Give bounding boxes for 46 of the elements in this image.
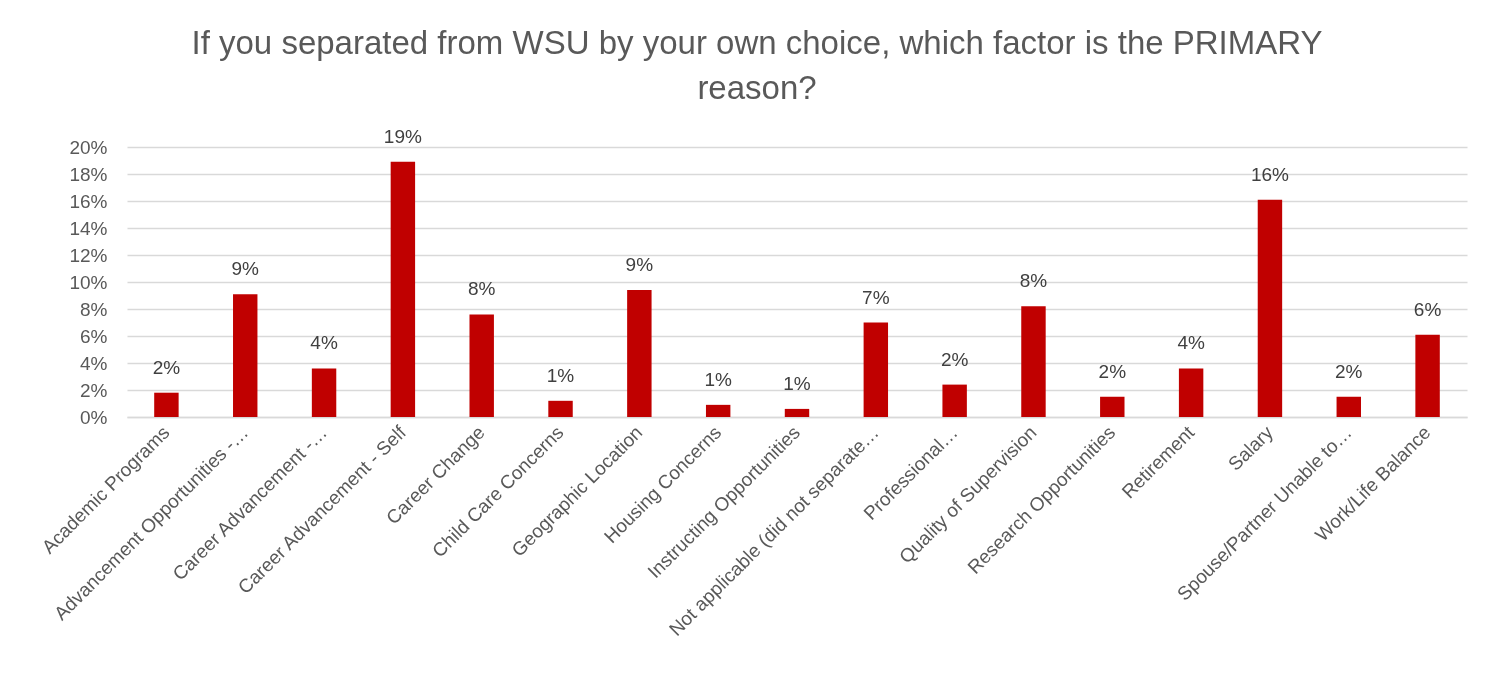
bar (233, 294, 258, 417)
data-label: 6% (1413, 298, 1442, 320)
data-label: 1% (704, 368, 733, 390)
data-label: 2% (152, 356, 181, 378)
chart-title: If you separated from WSU by your own choice, which factor is the PRIMARY reason? (191, 23, 1323, 106)
bar (784, 408, 810, 417)
bar (1100, 396, 1125, 417)
data-label: 16% (1250, 163, 1290, 185)
data-label: 4% (310, 332, 338, 354)
y-tick-label: 6% (80, 325, 108, 347)
bar (311, 368, 337, 417)
y-tick-label: 8% (80, 298, 108, 320)
bar (1257, 199, 1283, 417)
y-tick-label: 2% (80, 379, 108, 401)
data-label: 2% (940, 348, 969, 370)
bar (1021, 306, 1046, 417)
bar (1336, 396, 1361, 417)
data-label: 1% (783, 372, 811, 394)
bar (942, 384, 967, 417)
y-tick-label: 12% (69, 244, 108, 266)
bar (390, 161, 416, 417)
data-label: 8% (1019, 270, 1048, 292)
bar (627, 290, 652, 417)
data-label: 7% (862, 286, 890, 308)
data-label: 19% (383, 125, 422, 147)
data-label: 2% (1098, 360, 1127, 382)
bar (1415, 334, 1440, 417)
y-tick-label: 4% (80, 352, 108, 374)
y-tick-label: 14% (69, 217, 108, 239)
data-label: 1% (546, 364, 575, 386)
y-tick-label: 0% (80, 406, 108, 428)
data-label: 4% (1177, 332, 1205, 354)
y-tick-label: 18% (69, 163, 108, 185)
bar (863, 322, 889, 417)
bar (705, 404, 731, 417)
data-label: 9% (625, 254, 654, 276)
bar (548, 400, 573, 417)
y-tick-label: 16% (69, 190, 108, 212)
y-tick-label: 10% (69, 271, 108, 293)
data-label: 2% (1335, 360, 1363, 382)
data-label: 9% (231, 258, 260, 280)
bar (1178, 368, 1204, 417)
y-tick-label: 20% (69, 136, 108, 158)
bar (154, 392, 179, 417)
bar (469, 314, 494, 417)
data-label: 8% (467, 278, 496, 300)
